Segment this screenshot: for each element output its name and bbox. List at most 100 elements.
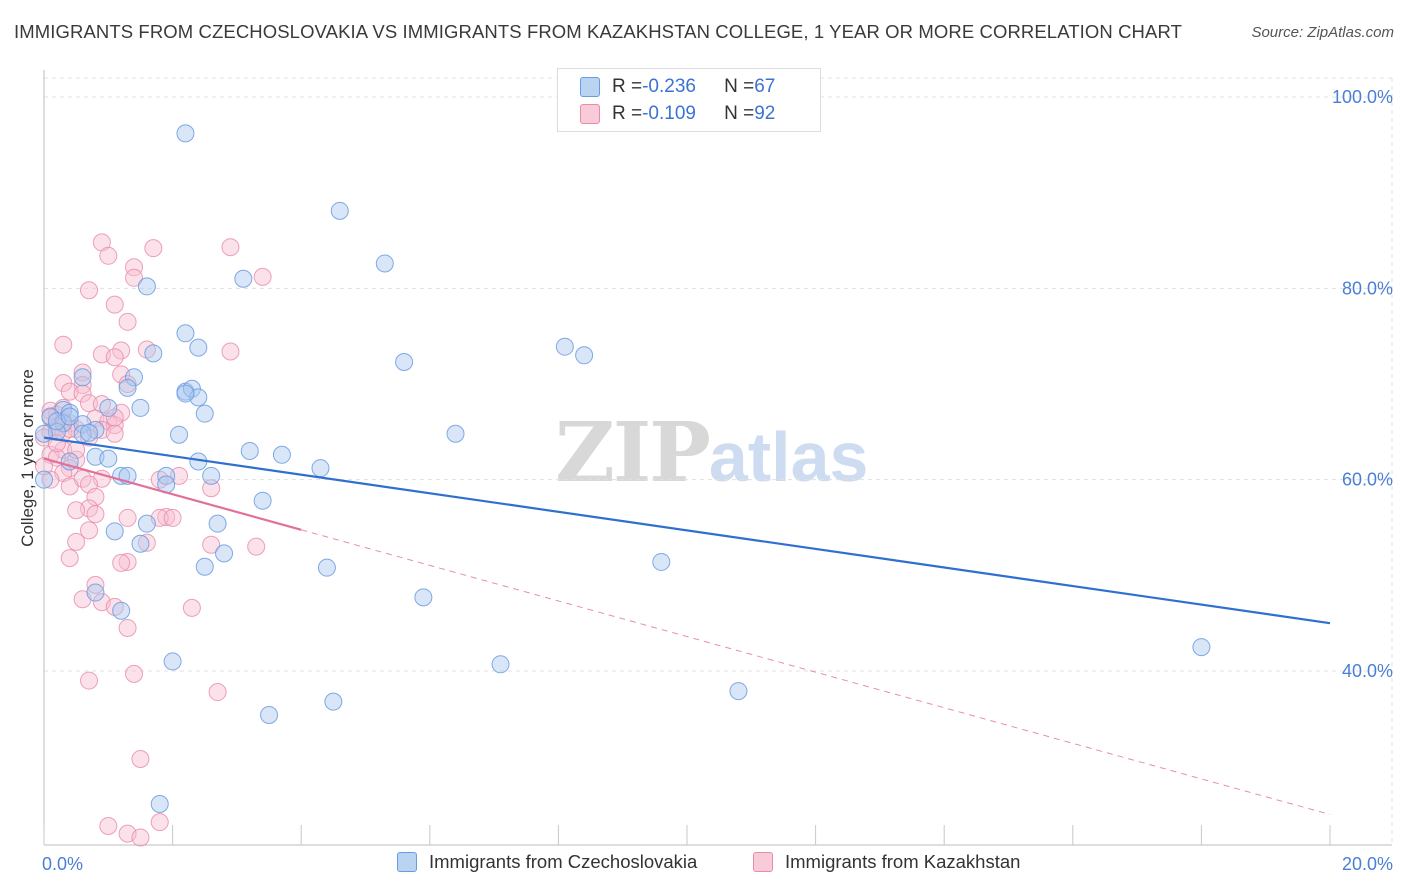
- czechoslovakia-point: [189, 338, 208, 357]
- kazakhstan-point: [202, 479, 221, 498]
- legend-swatch-blue: [397, 852, 417, 872]
- y-tick-label: 60.0%: [1342, 470, 1393, 490]
- kazakhstan-point: [170, 466, 189, 485]
- kazakhstan-point: [99, 816, 118, 835]
- czechoslovakia-point: [272, 445, 291, 464]
- czechoslovakia-point: [112, 601, 131, 620]
- czechoslovakia-point: [317, 558, 336, 577]
- czechoslovakia-point: [330, 201, 349, 220]
- kazakhstan-point: [105, 424, 124, 443]
- legend-item-kazakhstan: Immigrants from Kazakhstan: [753, 851, 1020, 873]
- kazakhstan-points: [35, 233, 272, 847]
- legend-row-kazakhstan: R = -0.109 N = 92: [580, 102, 775, 126]
- czechoslovakia-point: [260, 706, 279, 725]
- kazakhstan-point: [105, 295, 124, 314]
- czechoslovakia-point: [234, 269, 253, 288]
- kazakhstan-point: [86, 575, 105, 594]
- y-tick-label: 100.0%: [1332, 87, 1393, 107]
- legend-n-label: N =: [724, 76, 755, 97]
- czechoslovakia-point: [35, 424, 53, 443]
- legend-item-czechoslovakia: Immigrants from Czechoslovakia: [397, 851, 697, 873]
- y-tick-label: 80.0%: [1342, 278, 1393, 298]
- czechoslovakia-point: [118, 378, 137, 397]
- kazakhstan-point: [125, 268, 144, 287]
- kazakhstan-point: [118, 508, 137, 527]
- czechoslovakia-point: [99, 449, 118, 468]
- czechoslovakia-point: [395, 352, 414, 371]
- kazakhstan-point: [118, 552, 137, 571]
- kazakhstan-point: [73, 384, 92, 403]
- czechoslovakia-point: [176, 324, 195, 343]
- kazakhstan-point: [131, 828, 150, 847]
- czechoslovakia-points: [35, 124, 1211, 813]
- czechoslovakia-point: [324, 692, 343, 711]
- watermark: ZIPatlas: [555, 405, 868, 501]
- legend-r-label: R =: [612, 103, 643, 124]
- kazakhstan-point: [131, 750, 150, 769]
- kazakhstan-point: [208, 683, 227, 702]
- czechoslovakia-point: [176, 124, 195, 143]
- czechoslovakia-point: [131, 398, 150, 417]
- kazakhstan-point: [67, 501, 86, 520]
- czechoslovakia-point: [555, 337, 574, 356]
- czechoslovakia-point: [86, 583, 105, 602]
- czechoslovakia-point: [137, 277, 156, 296]
- legend-label: Immigrants from Czechoslovakia: [429, 851, 698, 872]
- czechoslovakia-trend-line: [43, 436, 1331, 625]
- kazakhstan-point: [221, 238, 240, 257]
- czechoslovakia-point: [131, 534, 150, 553]
- kazakhstan-point: [182, 598, 201, 617]
- kazakhstan-point: [60, 549, 79, 568]
- czechoslovakia-point: [60, 407, 79, 426]
- czechoslovakia-point: [575, 346, 594, 365]
- series-legend: Immigrants from Czechoslovakia Immigrant…: [0, 851, 1406, 877]
- legend-r-value: -0.109: [642, 103, 696, 124]
- kazakhstan-point: [112, 341, 131, 360]
- czechoslovakia-point: [163, 652, 182, 671]
- kazakhstan-point: [80, 281, 99, 300]
- czechoslovakia-point: [170, 425, 189, 444]
- kazakhstan-point: [253, 267, 272, 286]
- kazakhstan-point: [35, 457, 53, 476]
- legend-label: Immigrants from Kazakhstan: [785, 851, 1021, 872]
- czechoslovakia-point: [35, 470, 53, 489]
- kazakhstan-point: [80, 671, 99, 690]
- czechoslovakia-point: [1192, 638, 1211, 657]
- x-tick-label: 20.0%: [1342, 854, 1393, 874]
- legend-swatch-pink: [580, 104, 600, 124]
- legend-n-label: N =: [724, 103, 755, 124]
- y-tick-label: 40.0%: [1342, 661, 1393, 681]
- czechoslovakia-point: [446, 424, 465, 443]
- czechoslovakia-point: [729, 682, 748, 701]
- legend-r-label: R =: [612, 76, 643, 97]
- legend-n-value: 67: [754, 76, 776, 97]
- tick-labels: 40.0% 60.0% 80.0% 100.0% 0.0% 20.0%: [42, 87, 1393, 874]
- kazakhstan-point: [125, 664, 144, 683]
- correlation-legend: R = -0.236 N = 67 R = -0.109 N = 92: [557, 68, 821, 132]
- kazakhstan-trend-extension: [301, 529, 1331, 815]
- kazakhstan-point: [86, 505, 105, 524]
- legend-n-value: 92: [754, 103, 776, 124]
- kazakhstan-point: [202, 535, 221, 554]
- czechoslovakia-point: [491, 655, 510, 674]
- kazakhstan-point: [67, 532, 86, 551]
- czechoslovakia-point: [80, 423, 99, 442]
- czechoslovakia-point: [137, 514, 156, 533]
- czechoslovakia-point: [311, 459, 330, 478]
- kazakhstan-point: [105, 348, 124, 367]
- kazakhstan-point: [150, 813, 169, 832]
- trend-lines: [43, 436, 1331, 815]
- kazakhstan-point: [80, 394, 99, 413]
- legend-row-czechoslovakia: R = -0.236 N = 67: [580, 75, 775, 99]
- kazakhstan-point: [163, 508, 182, 527]
- kazakhstan-point: [118, 312, 137, 331]
- czechoslovakia-point: [125, 368, 144, 387]
- legend-r-value: -0.236: [642, 76, 696, 97]
- czechoslovakia-point: [375, 254, 394, 273]
- watermark-atlas: atlas: [708, 418, 869, 496]
- chart-source: Source: ZipAtlas.com: [1251, 24, 1394, 41]
- legend-swatch-blue: [580, 77, 600, 97]
- kazakhstan-point: [118, 618, 137, 637]
- czechoslovakia-point: [652, 552, 671, 571]
- kazakhstan-point: [125, 258, 144, 277]
